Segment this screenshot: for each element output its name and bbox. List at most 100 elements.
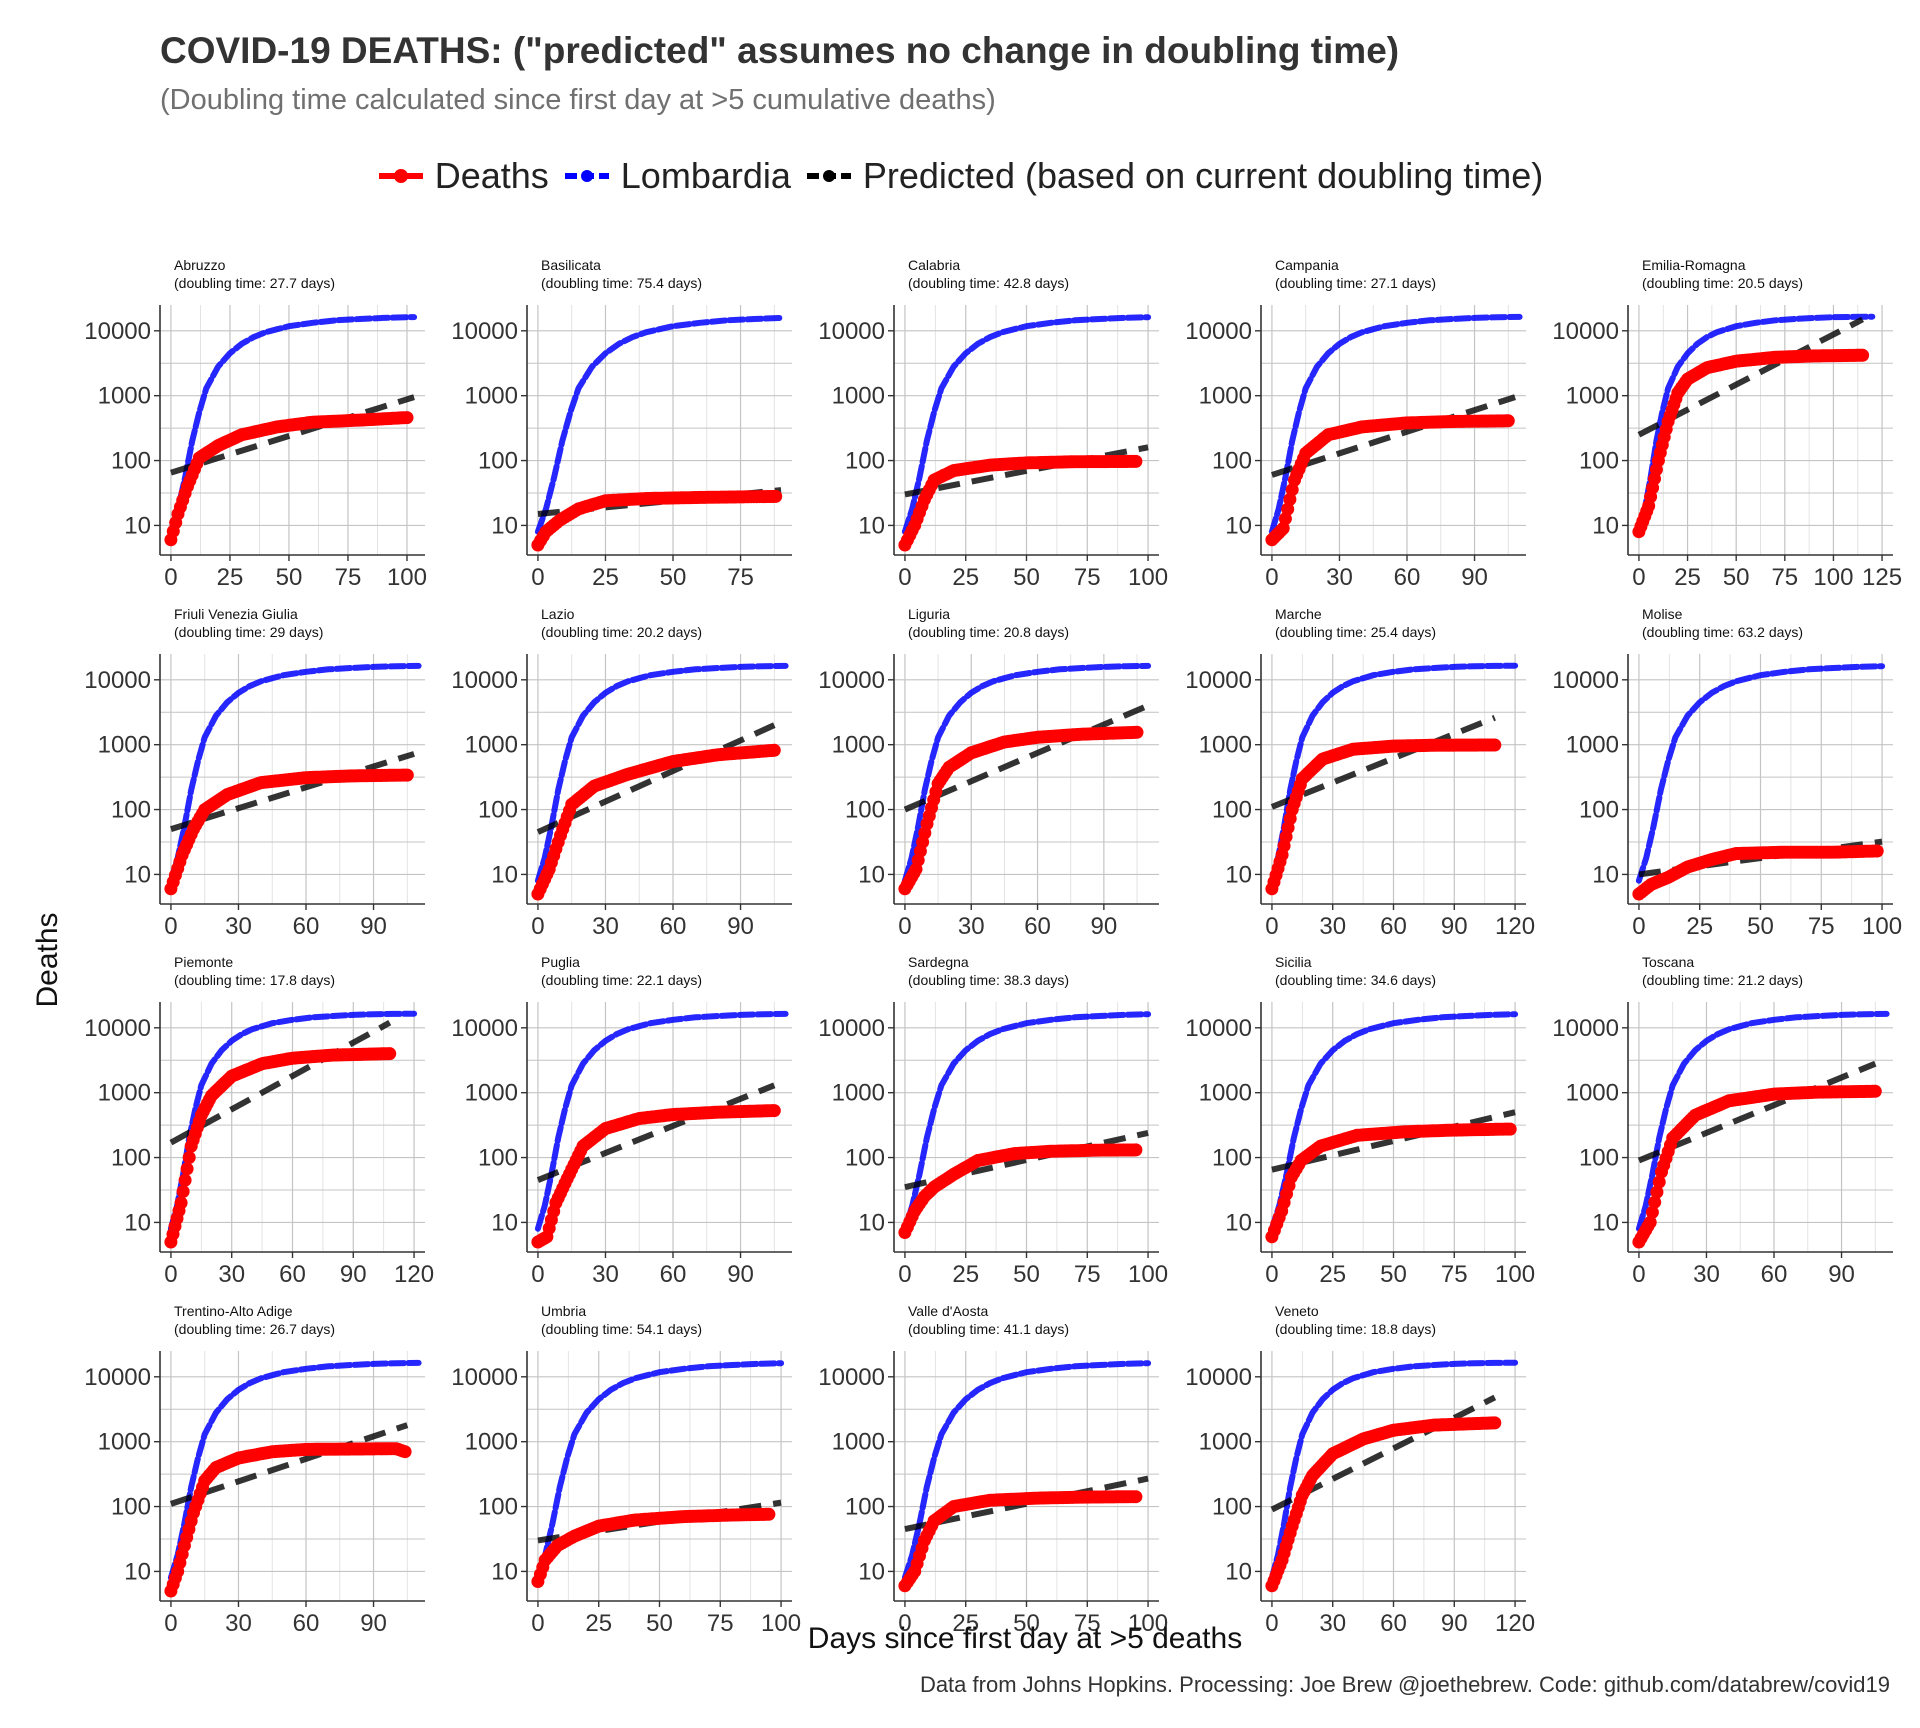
deaths-points xyxy=(898,454,1143,552)
y-tick-label: 1000 xyxy=(98,1429,151,1456)
y-tick-label: 10 xyxy=(491,1558,518,1585)
deaths-point xyxy=(1129,1143,1143,1157)
y-tick-label: 1000 xyxy=(98,732,151,759)
panel-doubling-time: (doubling time: 41.1 days) xyxy=(908,1321,1069,1337)
panel-title: Sicilia xyxy=(1275,954,1312,970)
deaths-point xyxy=(1652,1175,1666,1189)
y-tick-label: 10 xyxy=(858,861,885,888)
deaths-point xyxy=(1488,738,1502,752)
lombardia-line xyxy=(1268,313,1523,535)
deaths-point xyxy=(1870,844,1884,858)
deaths-points xyxy=(1632,1084,1882,1249)
lombardia-line xyxy=(1635,1010,1890,1232)
x-tick-label: 90 xyxy=(1441,1610,1468,1637)
x-tick-label: 25 xyxy=(952,1261,979,1288)
x-tick-label: 0 xyxy=(1265,913,1278,940)
deaths-point xyxy=(383,1047,397,1061)
panel-title: Basilicata xyxy=(541,257,601,273)
panel-toscana: Toscana (doubling time: 21.2 days) 10 100 10… xyxy=(1552,954,1893,1288)
x-tick-label: 75 xyxy=(1441,1261,1468,1288)
x-tick-label: 120 xyxy=(394,1261,434,1288)
panel-title: Valle d'Aosta xyxy=(908,1303,988,1319)
panel-doubling-time: (doubling time: 26.7 days) xyxy=(174,1321,335,1337)
x-tick-label: 25 xyxy=(217,564,244,591)
lombardia-line xyxy=(901,314,1152,535)
x-tick-label: 50 xyxy=(1013,1261,1040,1288)
deaths-point xyxy=(1503,1122,1517,1136)
deaths-points xyxy=(531,1104,781,1249)
legend-key-predicted xyxy=(806,170,851,182)
x-tick-label: 90 xyxy=(340,1261,367,1288)
x-tick-label: 30 xyxy=(592,1261,619,1288)
y-tick-label: 1000 xyxy=(465,1080,518,1107)
x-tick-label: 0 xyxy=(898,564,911,591)
x-tick-label: 60 xyxy=(660,1261,687,1288)
panel-doubling-time: (doubling time: 29 days) xyxy=(174,624,323,640)
panel-piemonte: Piemonte (doubling time: 17.8 days) 10 100 1… xyxy=(84,954,434,1288)
x-tick-label: 100 xyxy=(1813,564,1853,591)
x-tick-label: 100 xyxy=(761,1610,801,1637)
x-tick-label: 0 xyxy=(1632,564,1645,591)
y-tick-label: 100 xyxy=(111,1145,151,1172)
y-tick-label: 1000 xyxy=(832,1080,885,1107)
x-tick-label: 25 xyxy=(592,564,619,591)
y-tick-label: 100 xyxy=(478,1145,518,1172)
lombardia-line xyxy=(1268,1359,1519,1581)
y-tick-label: 1000 xyxy=(832,1429,885,1456)
predicted-line xyxy=(1271,394,1516,478)
deaths-point xyxy=(398,1445,412,1459)
x-tick-label: 120 xyxy=(1495,913,1535,940)
deaths-point xyxy=(1648,1195,1662,1209)
deaths-points xyxy=(1265,414,1515,547)
deaths-points xyxy=(898,1490,1143,1593)
x-tick-label: 0 xyxy=(1265,1610,1278,1637)
deaths-point xyxy=(400,411,414,425)
y-tick-label: 10000 xyxy=(84,667,151,694)
y-tick-label: 100 xyxy=(1212,1145,1252,1172)
x-tick-label: 30 xyxy=(958,913,985,940)
legend-label-deaths: Deaths xyxy=(434,155,549,196)
deaths-point xyxy=(400,768,414,782)
lombardia-line xyxy=(901,662,1152,884)
panel-calabria: Calabria (doubling time: 42.8 days) 10 100 1… xyxy=(818,257,1168,591)
deaths-point xyxy=(767,743,781,757)
lombardia-line xyxy=(167,662,422,884)
deaths-points xyxy=(164,411,414,547)
predicted-line xyxy=(903,702,1150,813)
panel-sicilia: Sicilia (doubling time: 34.6 days) 10 100 10… xyxy=(1185,954,1535,1288)
predicted-line xyxy=(1637,1060,1877,1164)
y-tick-label: 1000 xyxy=(832,383,885,410)
panel-title: Emilia-Romagna xyxy=(1642,257,1746,273)
panel-valle-d-aosta: Valle d'Aosta (doubling time: 41.1 days) 1… xyxy=(818,1303,1168,1637)
panel-veneto: Veneto (doubling time: 18.8 days) 10 100 100… xyxy=(1185,1303,1535,1637)
deaths-point xyxy=(769,489,783,503)
x-tick-label: 100 xyxy=(1495,1261,1535,1288)
y-tick-label: 10000 xyxy=(818,318,885,345)
x-tick-label: 90 xyxy=(1461,564,1488,591)
lombardia-line xyxy=(901,1360,1152,1581)
x-tick-label: 90 xyxy=(1091,913,1118,940)
x-tick-label: 0 xyxy=(164,913,177,940)
panel-doubling-time: (doubling time: 20.2 days) xyxy=(541,624,702,640)
x-tick-label: 0 xyxy=(898,1261,911,1288)
legend-key-deaths xyxy=(378,169,423,183)
y-tick-label: 10000 xyxy=(818,667,885,694)
panel-trentino-alto-adige: Trentino-Alto Adige (doubling time: 26.7 … xyxy=(84,1303,425,1637)
y-tick-label: 100 xyxy=(845,797,885,824)
predicted-line xyxy=(170,394,415,476)
deaths-points xyxy=(164,1442,412,1598)
x-tick-label: 90 xyxy=(360,1610,387,1637)
x-tick-label: 0 xyxy=(898,913,911,940)
y-tick-label: 10000 xyxy=(1185,667,1252,694)
y-tick-label: 10000 xyxy=(818,1364,885,1391)
x-tick-label: 25 xyxy=(1319,1261,1346,1288)
panel-doubling-time: (doubling time: 22.1 days) xyxy=(541,972,702,988)
panel-liguria: Liguria (doubling time: 20.8 days) 10 100 10… xyxy=(818,606,1159,940)
x-tick-label: 30 xyxy=(1319,913,1346,940)
legend-item-predicted: Predicted (based on current doubling tim… xyxy=(805,155,1543,197)
panel-title: Friuli Venezia Giulia xyxy=(174,606,298,622)
x-axis-label: Days since first day at >5 deaths xyxy=(807,1622,1243,1655)
y-tick-label: 100 xyxy=(111,797,151,824)
lombardia-line xyxy=(1268,662,1519,884)
